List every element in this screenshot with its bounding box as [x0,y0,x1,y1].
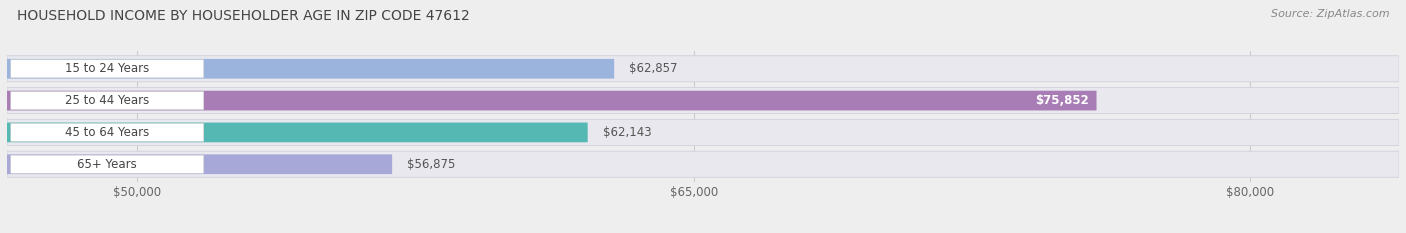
FancyBboxPatch shape [7,91,1097,110]
Text: 25 to 44 Years: 25 to 44 Years [65,94,149,107]
Text: $62,857: $62,857 [628,62,678,75]
FancyBboxPatch shape [11,92,204,110]
FancyBboxPatch shape [7,59,614,79]
FancyBboxPatch shape [11,60,204,78]
Text: $56,875: $56,875 [406,158,456,171]
FancyBboxPatch shape [7,119,1399,145]
FancyBboxPatch shape [11,155,204,173]
Text: Source: ZipAtlas.com: Source: ZipAtlas.com [1271,9,1389,19]
Text: HOUSEHOLD INCOME BY HOUSEHOLDER AGE IN ZIP CODE 47612: HOUSEHOLD INCOME BY HOUSEHOLDER AGE IN Z… [17,9,470,23]
FancyBboxPatch shape [7,56,1399,82]
FancyBboxPatch shape [11,123,204,141]
Text: 45 to 64 Years: 45 to 64 Years [65,126,149,139]
FancyBboxPatch shape [7,123,588,142]
FancyBboxPatch shape [7,151,1399,177]
Text: 65+ Years: 65+ Years [77,158,138,171]
Text: $62,143: $62,143 [603,126,651,139]
Text: 15 to 24 Years: 15 to 24 Years [65,62,149,75]
FancyBboxPatch shape [7,88,1399,114]
Text: $75,852: $75,852 [1035,94,1090,107]
FancyBboxPatch shape [7,154,392,174]
